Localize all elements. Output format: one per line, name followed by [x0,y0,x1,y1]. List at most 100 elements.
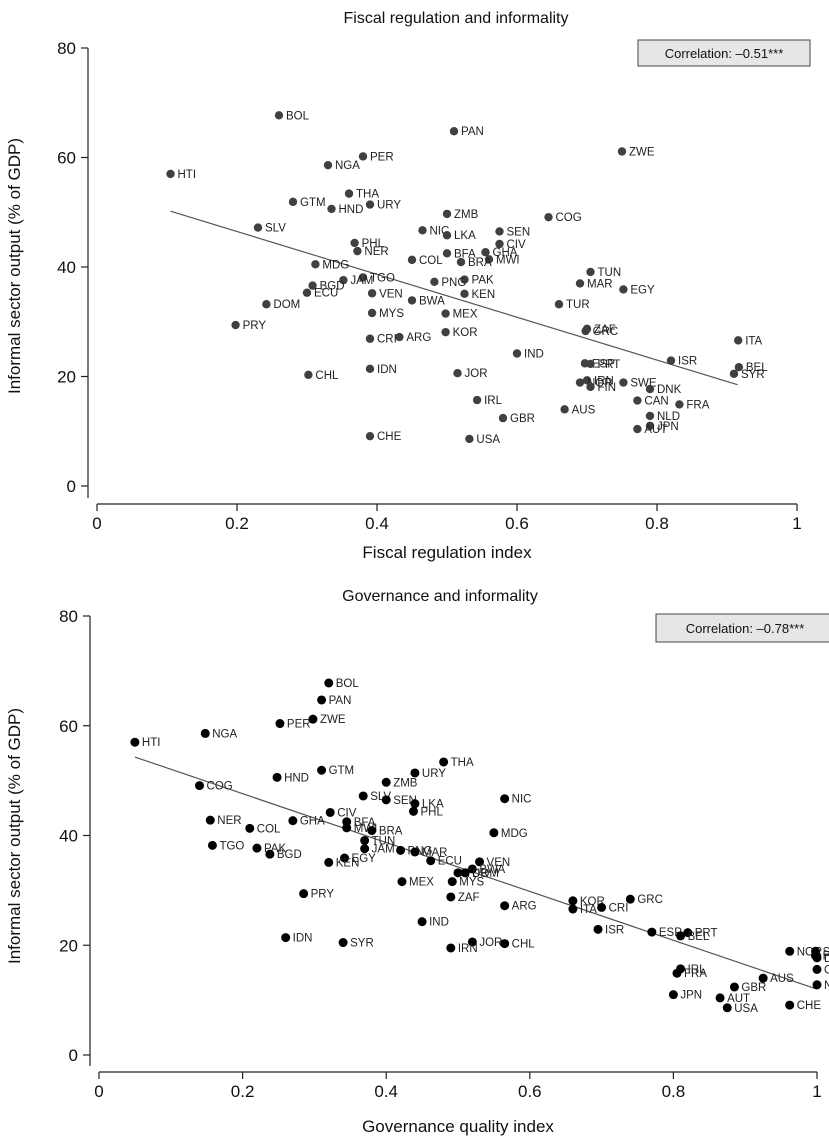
data-point [617,147,627,156]
point-label: CIV [507,239,527,251]
point-label: BFA [454,248,476,260]
point-label: KEN [472,289,496,301]
point-label: PRY [243,320,267,332]
data-point [666,356,676,365]
point-label: CHL [512,939,536,951]
data-point [495,227,504,236]
point-label: BWA [479,864,505,876]
point-label: ITA [745,335,762,347]
point-label: CAN [644,396,668,408]
y-ticks: 0 20 40 60 80 [59,607,90,1065]
point-label: AUT [727,993,750,1005]
point-label: JOR [465,368,488,380]
data-point [512,349,522,358]
data-point [231,320,240,330]
correlation-box [637,39,811,67]
correlation-annotation: Correlation: –0.78*** [686,621,805,636]
data-point [453,868,463,878]
y-tick-label: 20 [59,936,78,955]
data-point [785,946,795,956]
chart-title: Governance and informality [342,588,538,605]
data-point [645,384,655,394]
data-point [381,777,391,787]
point-label: ISR [605,924,624,936]
point-label: AUS [770,973,794,985]
data-point [288,197,298,207]
data-point [397,877,407,887]
data-point [575,279,585,288]
point-label: CAN [824,964,829,976]
data-point [339,275,348,285]
point-label: USA [476,434,500,446]
data-point [166,169,175,179]
y-tick-label: 0 [67,477,76,496]
data-point [581,326,590,336]
point-label: IDN [377,364,397,376]
data-point [350,238,359,248]
data-point [729,982,739,992]
y-tick-label: 40 [57,258,76,277]
point-label: BEL [746,362,768,374]
data-point [311,260,320,269]
data-point [342,823,352,833]
data-point [467,937,477,947]
x-tick-label: 0.4 [365,514,389,533]
point-label: EGY [630,284,655,296]
point-label: EGY [352,853,377,865]
data-point [262,300,271,309]
data-point [396,845,406,855]
data-point [281,933,291,943]
x-tick-label: 0.6 [518,1082,542,1101]
y-tick-label: 0 [69,1046,78,1065]
point-label: FIN [823,951,829,963]
data-point [586,359,595,369]
data-point [645,411,655,421]
data-point [245,823,255,833]
data-point [195,781,205,791]
data-point [308,281,317,290]
point-label: MYS [459,877,484,889]
point-label: NLD [824,980,829,992]
point-label: HTI [178,169,197,181]
point-label: ARG [406,332,431,344]
data-point [633,396,642,405]
data-point [647,927,657,937]
data-point [586,267,595,277]
data-point [560,405,569,414]
point-label: FRA [684,968,707,980]
data-point [200,728,210,738]
data-point [575,378,585,387]
data-point [272,772,282,782]
point-label: ZWE [629,146,655,158]
point-label: COL [257,823,281,835]
data-point [495,239,504,249]
data-point [812,953,822,963]
data-point [593,924,603,934]
y-tick-label: 20 [57,368,76,387]
point-label: NER [364,246,388,258]
data-point [353,246,362,256]
data-point [207,840,217,850]
data-point [500,901,510,911]
point-label: PHL [420,806,443,818]
point-label: IND [429,917,449,929]
data-point [460,868,470,878]
y-tick-label: 60 [59,717,78,736]
data-point [582,376,592,385]
data-point [308,714,318,724]
point-label: JAM [372,844,395,856]
point-label: PRY [311,889,335,901]
point-label: PAN [329,695,352,707]
data-point [442,249,452,258]
data-point [489,828,499,838]
point-label: DOM [273,299,300,311]
y-tick-label: 40 [59,827,78,846]
point-label: IRL [688,964,707,976]
data-point [358,791,368,801]
correlation-box [655,613,829,643]
point-label: BRA [468,257,492,269]
data-point [360,835,370,845]
point-label: SLV [265,223,286,235]
data-point [453,369,462,378]
point-label: ARG [512,901,537,913]
